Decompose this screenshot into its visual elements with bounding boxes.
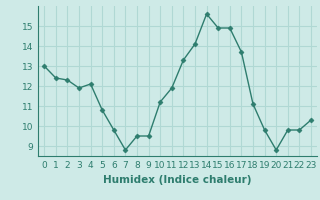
X-axis label: Humidex (Indice chaleur): Humidex (Indice chaleur) — [103, 175, 252, 185]
